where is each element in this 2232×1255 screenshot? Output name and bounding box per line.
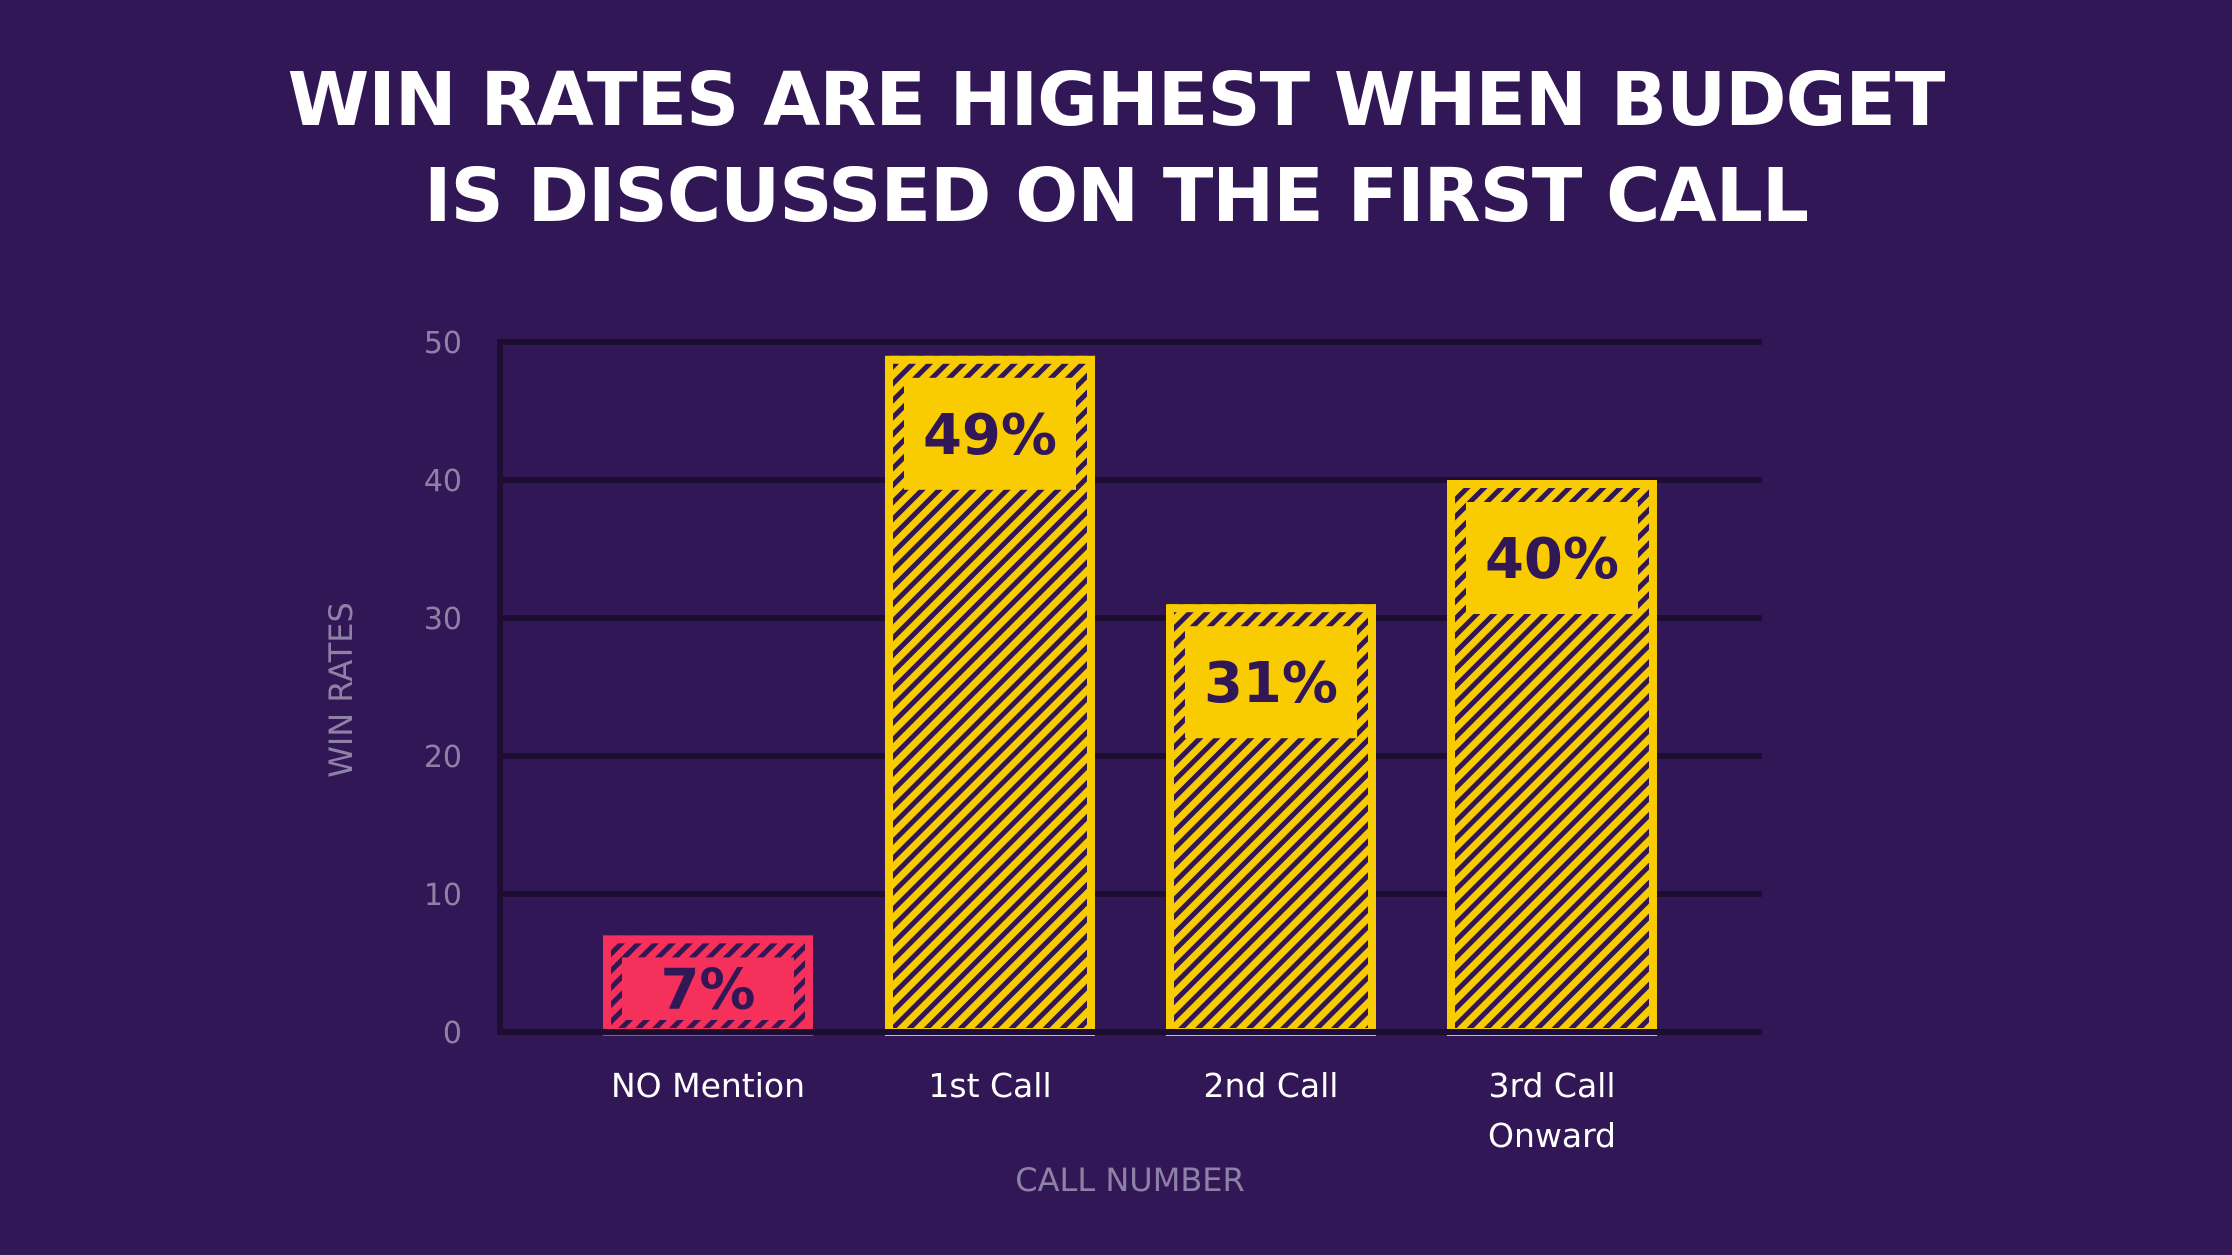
value-label-1: 49% [923, 403, 1057, 468]
y-tick-label-40: 40 [424, 464, 462, 499]
value-label-0: 7% [660, 958, 755, 1023]
y-tick-label-20: 20 [424, 740, 462, 775]
y-tick-label-50: 50 [424, 326, 462, 361]
x-tick-label-0: NO Mention [611, 1066, 805, 1105]
x-tick-label-2: 2nd Call [1204, 1066, 1339, 1105]
x-tick-label-1: 1st Call [928, 1066, 1051, 1105]
value-label-box-1 [904, 377, 1076, 490]
bar-group-3: 40% [1447, 480, 1657, 1036]
x-tick-label-3: 3rd Call Onward [1488, 1066, 1616, 1155]
value-label-box-3 [1466, 502, 1638, 614]
value-label-box-0 [622, 957, 794, 1020]
y-tick-label-30: 30 [424, 602, 462, 637]
y-axis-title: WIN RATES [322, 602, 360, 778]
y-tick-label-0: 0 [443, 1016, 462, 1051]
bar-group-0: 7% [603, 935, 813, 1037]
x-axis-labels: NO Mention 1st Call 2nd Call 3rd Call Onward [611, 1066, 1616, 1155]
y-axis-ticks: 0 10 20 30 40 50 [424, 326, 462, 1051]
chart-title-line-1: WIN RATES ARE HIGHEST WHEN BUDGET [287, 57, 1946, 143]
y-tick-label-10: 10 [424, 878, 462, 913]
x-axis-title: CALL NUMBER [1015, 1161, 1244, 1199]
chart-title: WIN RATES ARE HIGHEST WHEN BUDGET IS DIS… [0, 52, 2232, 244]
bars: 7% 49% 31% 40% [497, 355, 1762, 1037]
value-label-box-2 [1185, 626, 1357, 739]
bar-group-2: 31% [1166, 604, 1376, 1036]
value-label-2: 31% [1204, 651, 1338, 716]
chart-title-line-2: IS DISCUSSED ON THE FIRST CALL [423, 153, 1809, 239]
bar-group-1: 49% [885, 355, 1095, 1036]
value-label-3: 40% [1485, 527, 1619, 592]
